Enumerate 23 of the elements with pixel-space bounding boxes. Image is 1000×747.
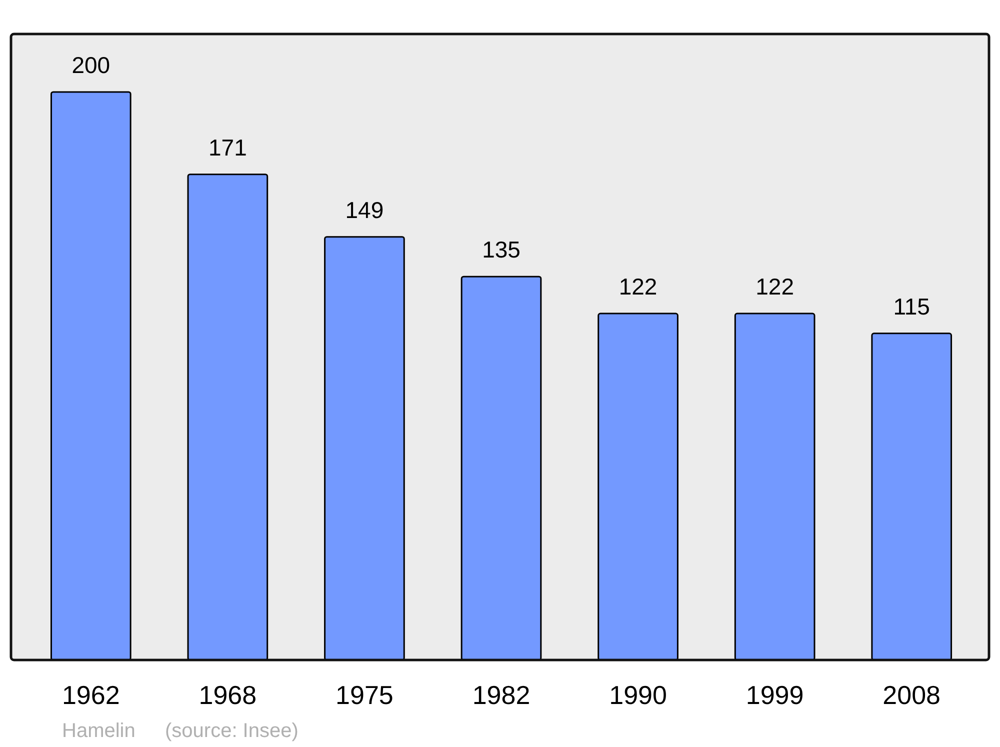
data-label: 200 (72, 52, 110, 78)
bar (460, 276, 542, 661)
bar (50, 91, 132, 661)
data-label: 122 (756, 274, 794, 300)
text: Hamelin (62, 720, 136, 742)
data-label: 122 (618, 274, 658, 300)
x-tick-label: 1975 (336, 680, 394, 710)
bar (598, 312, 678, 661)
data-label: 149 (345, 196, 384, 223)
text: (source: Insee) (165, 720, 298, 742)
x-tick-label: 1968 (198, 680, 257, 710)
data-label: 135 (482, 236, 520, 263)
data-label: 115 (893, 293, 930, 320)
bar (871, 332, 952, 661)
x-tick-label: 1982 (472, 680, 530, 710)
x-tick-label: 1962 (62, 680, 120, 710)
bar (734, 312, 816, 661)
x-tick-label: 1990 (609, 680, 667, 710)
bar (324, 236, 405, 661)
bar (187, 174, 268, 661)
x-tick-label: 2008 (882, 680, 941, 710)
x-tick-label: 1999 (746, 680, 804, 710)
data-label: 171 (208, 134, 247, 160)
